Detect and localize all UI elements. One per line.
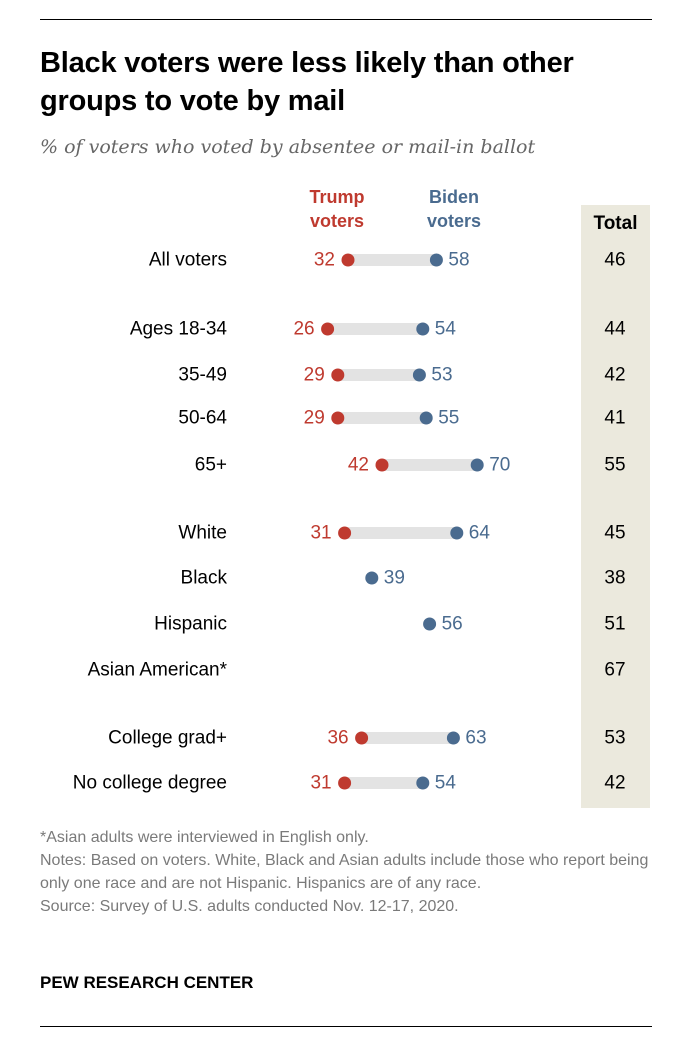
biden-dot-65 bbox=[470, 458, 484, 472]
row-label-white: White bbox=[178, 523, 227, 544]
trump-value-all-voters: 32 bbox=[314, 250, 335, 271]
total-header: Total bbox=[593, 213, 638, 234]
row-label-hispanic: Hispanic bbox=[154, 614, 227, 635]
biden-dot-no-college-degree bbox=[416, 776, 430, 790]
range-bar-ages-18-34 bbox=[327, 323, 423, 335]
bottom-rule bbox=[40, 1026, 652, 1027]
dot-plot: All voters 32 58 46 Ages 18-34 26 54 44 35-49 29 5… bbox=[73, 250, 626, 794]
row-label-all-voters: All voters bbox=[149, 250, 227, 271]
biden-dot-black bbox=[365, 571, 379, 585]
biden-value-black: 39 bbox=[384, 568, 405, 589]
chart-title: Black voters were less likely than other… bbox=[40, 47, 574, 117]
biden-value-50-64: 55 bbox=[438, 408, 459, 429]
row-label-college-grad: College grad+ bbox=[108, 728, 227, 749]
notes-block: *Asian adults were interviewed in Englis… bbox=[40, 826, 660, 918]
total-value-hispanic: 51 bbox=[604, 614, 625, 635]
trump-dot-no-college-degree bbox=[338, 776, 352, 790]
footnote: *Asian adults were interviewed in Englis… bbox=[40, 829, 369, 846]
biden-dot-college-grad bbox=[446, 731, 460, 745]
row-label-65: 65+ bbox=[195, 455, 227, 476]
row-label-asian-american: Asian American* bbox=[88, 660, 228, 681]
biden-dot-35-49 bbox=[412, 368, 426, 382]
trump-dot-50-64 bbox=[331, 411, 345, 425]
range-bar-college-grad bbox=[361, 732, 454, 744]
top-rule bbox=[40, 19, 652, 20]
total-value-black: 38 bbox=[604, 568, 625, 589]
trump-voters-header: Trump voters bbox=[309, 187, 365, 231]
biden-value-white: 64 bbox=[469, 523, 491, 544]
biden-value-ages-18-34: 54 bbox=[435, 319, 457, 340]
biden-value-all-voters: 58 bbox=[448, 250, 469, 271]
total-value-college-grad: 53 bbox=[604, 728, 625, 749]
source-text: Source: Survey of U.S. adults conducted … bbox=[40, 898, 459, 915]
total-value-white: 45 bbox=[604, 523, 625, 544]
chart-subtitle: % of voters who voted by absentee or mai… bbox=[40, 136, 536, 158]
trump-value-50-64: 29 bbox=[304, 408, 325, 429]
biden-dot-hispanic bbox=[423, 617, 437, 631]
total-value-asian-american: 67 bbox=[604, 660, 625, 681]
trump-dot-white bbox=[338, 526, 352, 540]
range-bar-50-64 bbox=[337, 412, 427, 424]
total-value-65: 55 bbox=[604, 455, 625, 476]
biden-value-no-college-degree: 54 bbox=[435, 773, 457, 794]
trump-dot-35-49 bbox=[331, 368, 345, 382]
biden-dot-ages-18-34 bbox=[416, 322, 430, 336]
row-label-35-49: 35-49 bbox=[178, 365, 227, 386]
trump-dot-college-grad bbox=[355, 731, 369, 745]
range-bar-35-49 bbox=[337, 369, 420, 381]
total-value-all-voters: 46 bbox=[604, 250, 625, 271]
row-label-no-college-degree: No college degree bbox=[73, 773, 227, 794]
notes-text: Notes: Based on voters. White, Black and… bbox=[40, 852, 649, 892]
trump-dot-65 bbox=[375, 458, 389, 472]
biden-value-college-grad: 63 bbox=[465, 728, 486, 749]
biden-dot-white bbox=[450, 526, 464, 540]
range-bar-no-college-degree bbox=[344, 777, 423, 789]
trump-value-65: 42 bbox=[348, 455, 369, 476]
trump-value-ages-18-34: 26 bbox=[293, 319, 314, 340]
trump-dot-all-voters bbox=[341, 253, 355, 267]
row-label-ages-18-34: Ages 18-34 bbox=[130, 319, 228, 340]
biden-dot-all-voters bbox=[429, 253, 443, 267]
total-value-ages-18-34: 44 bbox=[604, 319, 626, 340]
trump-value-white: 31 bbox=[310, 523, 331, 544]
biden-value-65: 70 bbox=[489, 455, 510, 476]
total-column-background bbox=[581, 205, 650, 808]
row-label-50-64: 50-64 bbox=[178, 408, 227, 429]
pew-research-center-logo: PEW RESEARCH CENTER bbox=[40, 973, 254, 992]
total-value-35-49: 42 bbox=[604, 365, 625, 386]
row-label-black: Black bbox=[181, 568, 228, 589]
total-value-50-64: 41 bbox=[604, 408, 625, 429]
biden-value-hispanic: 56 bbox=[442, 614, 463, 635]
biden-value-35-49: 53 bbox=[431, 365, 452, 386]
trump-value-35-49: 29 bbox=[304, 365, 325, 386]
range-bar-all-voters bbox=[348, 254, 437, 266]
trump-value-college-grad: 36 bbox=[327, 728, 348, 749]
trump-dot-ages-18-34 bbox=[321, 322, 335, 336]
biden-voters-header: Biden voters bbox=[426, 187, 482, 231]
biden-dot-50-64 bbox=[419, 411, 433, 425]
range-bar-65 bbox=[382, 459, 478, 471]
range-bar-white bbox=[344, 527, 457, 539]
trump-value-no-college-degree: 31 bbox=[310, 773, 331, 794]
total-value-no-college-degree: 42 bbox=[604, 773, 625, 794]
